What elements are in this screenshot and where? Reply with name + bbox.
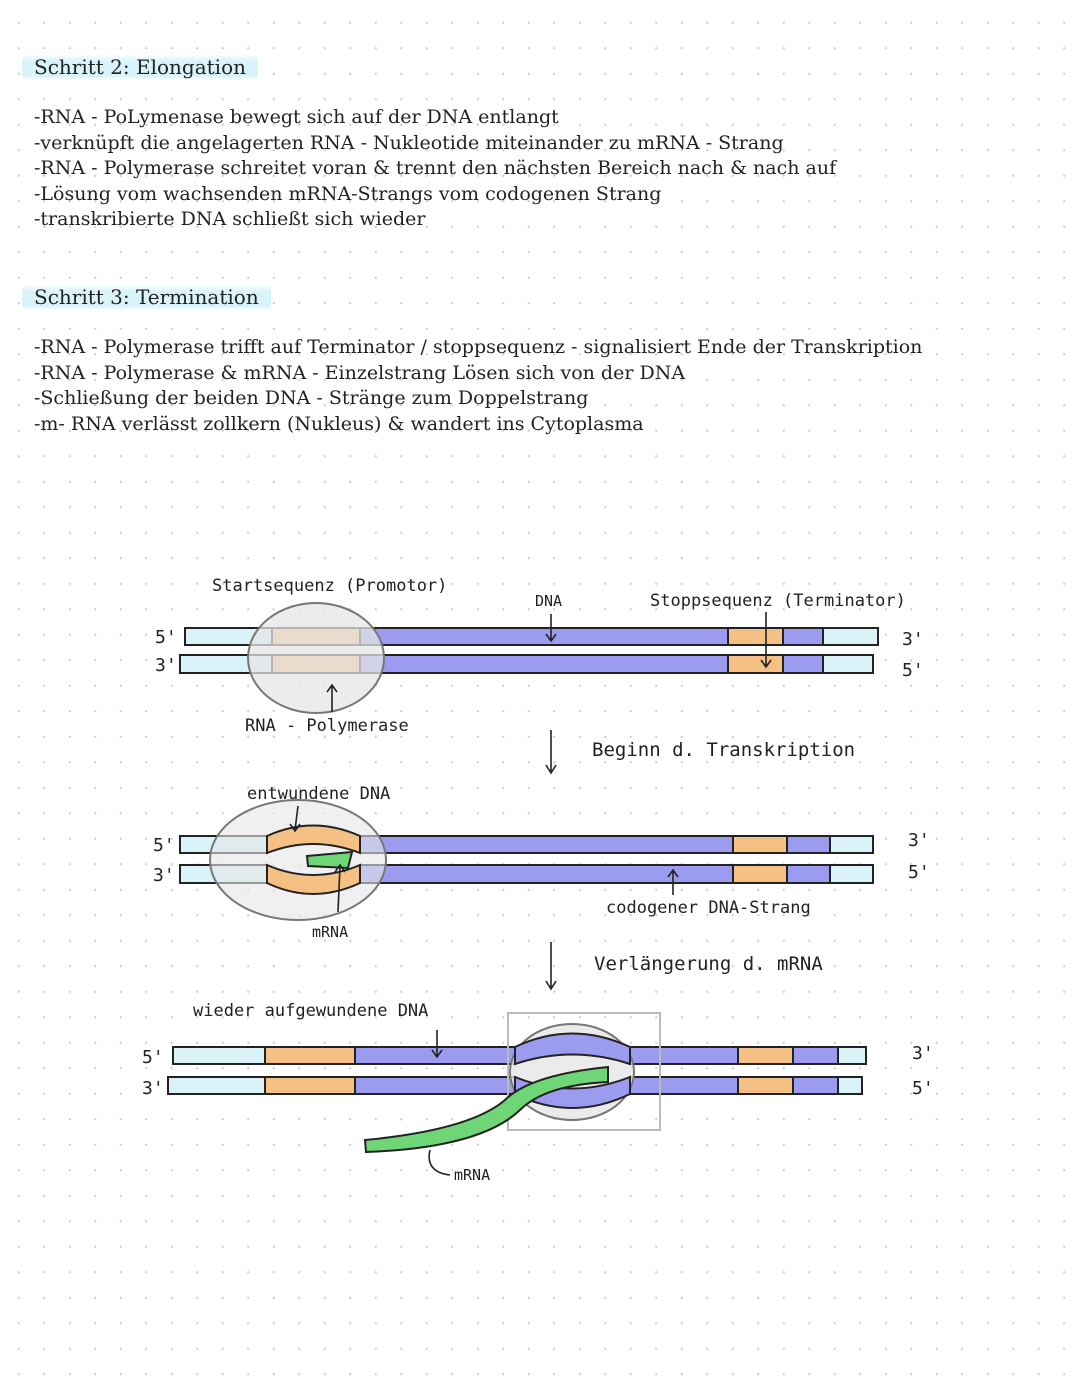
dna-segment-light bbox=[822, 627, 879, 646]
end-3-bottom-2: 3' bbox=[153, 865, 175, 886]
dna-segment-light bbox=[822, 654, 874, 674]
end-5-top-2: 5' bbox=[153, 835, 175, 856]
label-polymerase: RNA - Polymerase bbox=[245, 716, 409, 736]
dna-segment-promoter bbox=[732, 835, 788, 854]
list-item: -RNA - Polymerase schreitet voran & tren… bbox=[34, 157, 837, 180]
dna-segment-dna bbox=[359, 654, 729, 674]
list-item: -RNA - Polymerase trifft auf Terminator … bbox=[34, 336, 923, 358]
step3-heading: Schritt 3: Termination bbox=[22, 284, 271, 310]
end-3-top-2: 3' bbox=[908, 830, 930, 851]
list-item: -Lösung vom wachsenden mRNA-Strangs vom … bbox=[34, 182, 662, 205]
list-item: -RNA - Polymerase & mRNA - Einzelstrang … bbox=[34, 361, 686, 384]
dna-segment-dna bbox=[359, 627, 729, 646]
dna-segment-promoter bbox=[264, 1046, 356, 1065]
label-stop: Stoppsequenz (Terminator) bbox=[650, 591, 906, 611]
step3-list: -RNA - Polymerase trifft auf Terminator … bbox=[34, 335, 922, 437]
end-3-top-1: 3' bbox=[902, 629, 924, 650]
label-rewound: wieder aufgewundene DNA bbox=[193, 1001, 428, 1021]
rna-polymerase-1 bbox=[247, 602, 385, 714]
label-step2: Verlängerung d. mRNA bbox=[594, 953, 823, 975]
dna-segment-dna bbox=[782, 654, 824, 674]
label-step1: Beginn d. Transkription bbox=[592, 739, 855, 761]
end-5-top-1: 5' bbox=[155, 627, 177, 648]
dna-segment-promoter bbox=[727, 627, 784, 646]
dna-segment-dna bbox=[792, 1076, 839, 1095]
dna-segment-promoter bbox=[737, 1046, 794, 1065]
end-3-bottom-3: 3' bbox=[142, 1078, 164, 1099]
dna-segment-dna bbox=[359, 864, 734, 884]
end-5-bottom-3: 5' bbox=[912, 1078, 934, 1099]
label-mrna-1: mRNA bbox=[312, 923, 348, 941]
list-item: -verknüpft die angelagerten RNA - Nukleo… bbox=[34, 131, 784, 154]
dna-segment-dna bbox=[782, 627, 824, 646]
dna-segment-dna bbox=[792, 1046, 839, 1065]
end-3-top-3: 3' bbox=[912, 1043, 934, 1064]
dna-segment-dna bbox=[629, 1046, 739, 1065]
end-5-bottom-2: 5' bbox=[908, 862, 930, 883]
list-item: -transkribierte DNA schließt sich wieder bbox=[34, 208, 426, 231]
dna-segment-promoter bbox=[737, 1076, 794, 1095]
dna-segment-light bbox=[837, 1076, 863, 1095]
label-start: Startsequenz (Promotor) bbox=[212, 576, 447, 596]
dna-segment-light bbox=[172, 1046, 266, 1065]
dna-segment-light bbox=[829, 864, 874, 884]
mrna-long bbox=[363, 1065, 609, 1154]
label-dna: DNA bbox=[535, 592, 562, 610]
bubble-top-strand bbox=[514, 1032, 631, 1066]
step2-list: -RNA - PoLymenase bewegt sich auf der DN… bbox=[34, 105, 836, 233]
dna-segment-light bbox=[829, 835, 874, 854]
dna-segment-dna bbox=[359, 835, 734, 854]
end-5-top-3: 5' bbox=[142, 1047, 164, 1068]
dna-segment-light bbox=[837, 1046, 867, 1065]
dna-segment-promoter bbox=[732, 864, 788, 884]
dna-segment-dna bbox=[354, 1076, 516, 1095]
list-item: -RNA - PoLymenase bewegt sich auf der DN… bbox=[34, 106, 559, 128]
label-codogen: codogener DNA-Strang bbox=[606, 898, 811, 918]
label-mrna-2: mRNA bbox=[454, 1166, 490, 1184]
list-item: -m- RNA verlässt zollkern (Nukleus) & wa… bbox=[34, 412, 644, 435]
dna-segment-dna bbox=[629, 1076, 739, 1095]
unwound-bottom-strand bbox=[266, 863, 361, 895]
rna-polymerase-2 bbox=[209, 799, 387, 921]
list-item: -Schließung der beiden DNA - Stränge zum… bbox=[34, 387, 589, 410]
mrna-short bbox=[305, 850, 354, 870]
end-3-bottom-1: 3' bbox=[155, 655, 177, 676]
step2-heading: Schritt 2: Elongation bbox=[22, 54, 258, 80]
dna-segment-promoter bbox=[264, 1076, 356, 1095]
dna-segment-promoter bbox=[727, 654, 784, 674]
dna-segment-light bbox=[167, 1076, 266, 1095]
label-unwound: entwundene DNA bbox=[247, 784, 390, 804]
dna-segment-dna bbox=[786, 835, 831, 854]
end-5-bottom-1: 5' bbox=[902, 660, 924, 681]
highlight-box bbox=[507, 1012, 661, 1131]
dna-segment-dna bbox=[786, 864, 831, 884]
